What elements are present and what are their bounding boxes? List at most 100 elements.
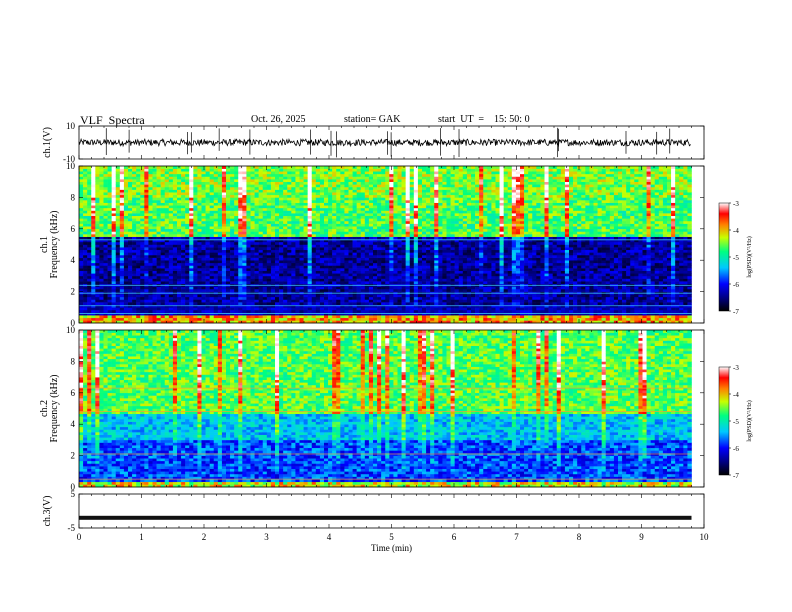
spectrogram-cell	[201, 226, 206, 230]
spectrogram-cell	[160, 173, 166, 177]
spectrogram-cell	[128, 213, 133, 217]
spectrogram-cell	[295, 220, 300, 224]
spectrogram-cell	[197, 213, 202, 217]
spectrogram-cell	[283, 173, 288, 177]
spectrogram-cell	[136, 220, 141, 224]
spectrogram-cell	[123, 231, 129, 235]
spectrogram-cell	[119, 286, 125, 290]
spectrogram-cell	[238, 186, 243, 190]
spectrogram-cell	[389, 176, 394, 180]
spectrogram-cell	[140, 171, 145, 175]
spectrogram-cell	[356, 176, 362, 180]
spectrogram-cell	[87, 171, 92, 175]
spectrogram-cell	[254, 181, 259, 185]
spectrogram-cell	[123, 260, 129, 264]
spectrogram-cell	[123, 226, 129, 230]
spectrogram-cell	[79, 317, 84, 321]
spectrogram-cell	[385, 168, 390, 172]
spectrogram-cell	[99, 173, 104, 177]
spectrogram-cell	[287, 241, 292, 245]
spectrogram-cell	[401, 181, 406, 185]
spectrogram-cell	[213, 296, 219, 300]
spectrogram-cell	[123, 234, 129, 237]
spectrogram-cell	[115, 236, 121, 240]
spectrogram-cell	[144, 226, 149, 230]
spectrogram-cell	[295, 260, 300, 264]
spectrogram-cell	[352, 320, 357, 324]
spectrogram-cell	[185, 244, 190, 248]
spectrogram-cell	[95, 278, 100, 282]
spectrogram-cell	[356, 302, 362, 305]
spectrogram-cell	[373, 270, 378, 274]
spectrogram-cell	[381, 197, 386, 201]
spectrogram-cell	[168, 268, 174, 271]
spectrogram-cell	[164, 241, 170, 245]
spectrogram-cell	[262, 262, 268, 266]
spectrogram-cell	[160, 236, 166, 240]
spectrogram-cell	[377, 236, 382, 240]
spectrogram-cell	[275, 210, 280, 214]
spectrogram-cell	[103, 317, 108, 321]
spectrogram-cell	[148, 234, 153, 237]
spectrogram-cell	[356, 278, 362, 282]
spectrogram-cell	[340, 320, 345, 324]
spectrogram-cell	[189, 184, 194, 188]
spectrogram-cell	[181, 220, 186, 224]
spectrogram-cell	[160, 275, 166, 279]
spectrogram-cell	[381, 309, 386, 313]
spectrogram-cell	[344, 247, 349, 251]
spectrogram-cell	[95, 270, 100, 274]
spectrogram-cell	[328, 299, 333, 303]
spectrogram-cell	[221, 173, 227, 177]
spectrogram-cell	[258, 189, 264, 193]
spectrogram-cell	[87, 223, 92, 227]
spectrogram-cell	[148, 179, 153, 182]
spectrogram-cell	[189, 296, 194, 300]
spectrogram-cell	[152, 268, 157, 271]
spectrogram-cell	[221, 254, 227, 258]
spectrogram-cell	[319, 268, 325, 271]
spectrogram-cell	[336, 207, 341, 211]
spectrogram-cell	[164, 273, 170, 277]
spectrogram-cell	[226, 254, 231, 258]
spectrogram-cell	[95, 231, 100, 235]
spectrogram-cell	[413, 247, 419, 251]
spectrogram-cell	[181, 205, 186, 209]
spectrogram-cell	[266, 236, 272, 240]
spectrogram-cell	[181, 307, 186, 311]
spectrogram-cell	[393, 202, 398, 206]
spectrogram-cell	[144, 317, 149, 321]
spectrogram-cell	[307, 239, 313, 243]
spectrogram-cell	[340, 210, 345, 214]
spectrogram-cell	[79, 189, 84, 193]
spectrogram-cell	[156, 202, 161, 206]
spectrogram-cell	[193, 254, 198, 258]
spectrogram-cell	[373, 176, 378, 180]
spectrogram-cell	[115, 226, 121, 230]
spectrogram-cell	[172, 173, 178, 177]
spectrogram-cell	[275, 186, 280, 190]
spectrogram-cell	[401, 171, 406, 175]
spectrogram-cell	[95, 312, 100, 316]
spectrogram-cell	[315, 268, 321, 271]
spectrogram-cell	[193, 307, 198, 311]
spectrogram-cell	[123, 207, 129, 211]
spectrogram-cell	[307, 171, 313, 175]
spectrogram-cell	[238, 299, 243, 303]
spectrogram-cell	[324, 273, 329, 277]
spectrogram-cell	[221, 317, 227, 321]
spectrogram-cell	[381, 166, 386, 169]
spectrogram-cell	[226, 307, 231, 311]
spectrogram-cell	[209, 288, 215, 292]
spectrogram-cell	[99, 294, 104, 298]
spectrogram-cell	[164, 286, 170, 290]
spectrogram-cell	[168, 210, 174, 214]
spectrogram-cell	[128, 220, 133, 224]
spectrogram-cell	[332, 168, 337, 172]
spectrogram-cell	[83, 315, 88, 319]
spectrogram-cell	[177, 260, 182, 264]
spectrogram-cell	[177, 226, 182, 230]
spectrogram-cell	[311, 166, 317, 169]
spectrogram-cell	[168, 200, 174, 203]
spectrogram-cell	[413, 215, 419, 219]
